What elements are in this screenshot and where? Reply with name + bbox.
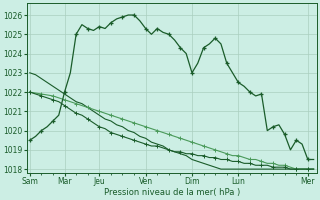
X-axis label: Pression niveau de la mer( hPa ): Pression niveau de la mer( hPa ) [104, 188, 240, 197]
